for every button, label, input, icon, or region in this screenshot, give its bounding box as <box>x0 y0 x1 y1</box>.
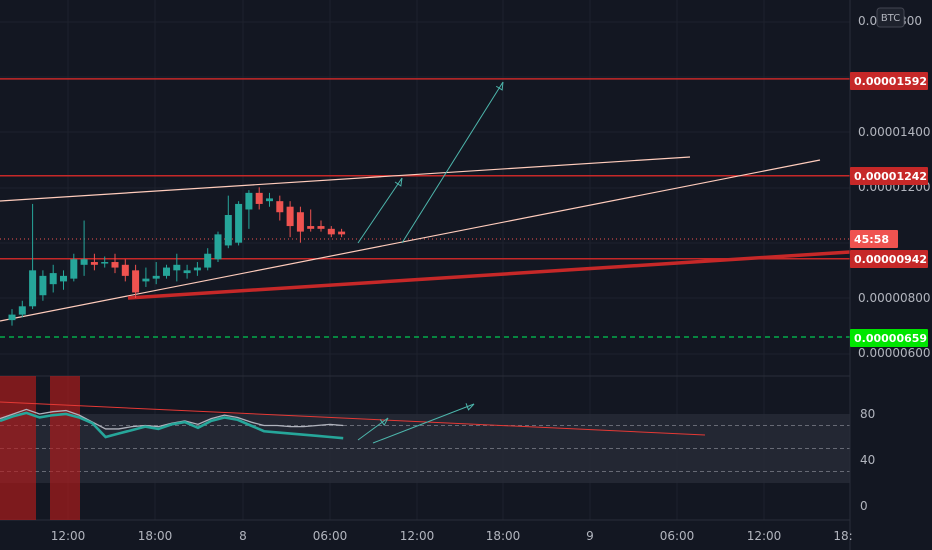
candle-body <box>70 259 78 279</box>
candle-body <box>224 215 232 246</box>
candle-body <box>266 198 273 202</box>
price-axis-tick-label: 0.00001400 <box>858 125 931 139</box>
time-axis-label: 06:00 <box>313 529 348 543</box>
oscillator-tick-label: 40 <box>860 453 875 467</box>
price-tag-background <box>850 72 928 90</box>
candle-body <box>152 275 160 279</box>
horizontal-levels <box>0 78 850 338</box>
candle-body <box>307 226 315 229</box>
candle-body <box>163 267 170 276</box>
support-trend-line <box>127 250 851 300</box>
time-axis-label: 18:00 <box>138 529 173 543</box>
price-tag-background <box>850 250 928 268</box>
time-axis-label: 12:00 <box>400 529 435 543</box>
candle-body <box>101 262 109 264</box>
projection-arrow <box>401 81 504 244</box>
oscillator <box>0 408 344 440</box>
projection-arrow-head <box>379 417 389 427</box>
candle-body <box>338 231 346 235</box>
price-tag-label: 0.00000659 <box>854 332 927 345</box>
candle-body <box>49 273 57 285</box>
projection-arrow-head <box>465 403 475 411</box>
trend-lines <box>0 156 851 436</box>
currency-badge-frame <box>876 7 905 28</box>
price-tag-background <box>850 329 928 347</box>
candle-body <box>132 270 140 293</box>
time-axis-label: 12:00 <box>747 529 782 543</box>
time-axis-label: 8 <box>239 529 247 543</box>
projection-arrows <box>357 81 504 444</box>
price-tag-label: 0.00001242 <box>854 170 927 183</box>
candle-body <box>111 262 119 268</box>
currency-badge[interactable]: BTC <box>876 7 905 28</box>
candle-body <box>193 267 201 271</box>
candle-body <box>327 228 335 235</box>
time-axis-label: 12:00 <box>51 529 86 543</box>
candle-body <box>60 275 67 282</box>
candle-body <box>276 201 284 213</box>
candle-body <box>80 259 88 265</box>
price-axis-tick-label: 300 <box>899 14 922 28</box>
oscillator-trend-line <box>0 401 706 436</box>
time-axis-label: 9 <box>586 529 594 543</box>
price-tags: 0.00001592 0.00001242 45:58 0.00000942 0.000… <box>850 72 928 347</box>
price-tag-label: 45:58 <box>854 233 889 246</box>
candle-body <box>29 270 37 307</box>
projection-arrow-head <box>495 81 504 91</box>
candle-body <box>183 270 191 274</box>
time-axis-label: 18: <box>833 529 852 543</box>
price-axis-tick-label: 0.0 <box>858 14 877 28</box>
currency-badge-label: BTC <box>881 13 900 24</box>
upper-channel-line <box>0 156 691 202</box>
candles <box>8 187 346 326</box>
candle-body <box>245 192 253 210</box>
candle-body <box>235 203 243 243</box>
candle-body <box>173 264 181 271</box>
candle-body <box>214 234 222 260</box>
oscillator-main-line <box>0 411 344 440</box>
projection-arrow-head <box>394 177 403 187</box>
price-tag-label: 0.00000942 <box>854 253 927 266</box>
projection-arrow <box>357 417 389 441</box>
candle-body <box>296 212 304 232</box>
price-axis-tick-label: 0.00000600 <box>858 346 931 360</box>
price-tag-background <box>850 167 928 185</box>
candle-body <box>18 306 26 315</box>
candle-body <box>317 226 325 229</box>
grid-lines <box>0 0 850 521</box>
candle-body <box>286 206 294 227</box>
candle-body <box>39 275 47 296</box>
candle-body <box>8 314 16 321</box>
price-tag-background <box>850 230 898 248</box>
time-axis-label: 18:00 <box>486 529 521 543</box>
price-axis-tick-label: 0.00000800 <box>858 291 931 305</box>
candle-body <box>121 264 129 276</box>
candle-body <box>204 253 212 268</box>
projection-arrow <box>357 177 403 244</box>
projection-arrow <box>372 403 475 444</box>
candle-body <box>255 192 263 204</box>
oscillator-axis-ticks: 80 40 0 <box>860 407 875 513</box>
candle-body <box>90 262 98 265</box>
time-axis-label: 06:00 <box>660 529 695 543</box>
overbought-zone <box>0 376 36 520</box>
oscillator-tick-label: 80 <box>860 407 875 421</box>
time-axis: 12:00 18:00 8 06:00 12:00 18:00 9 06:00 12:00 18: <box>51 529 853 543</box>
price-tag-label: 0.00001592 <box>854 75 927 88</box>
lower-channel-line <box>0 159 821 322</box>
candle-body <box>142 278 150 282</box>
overbought-zone <box>50 376 80 520</box>
oscillator-tick-label: 0 <box>860 499 868 513</box>
price-axis-panel[interactable] <box>850 0 932 550</box>
